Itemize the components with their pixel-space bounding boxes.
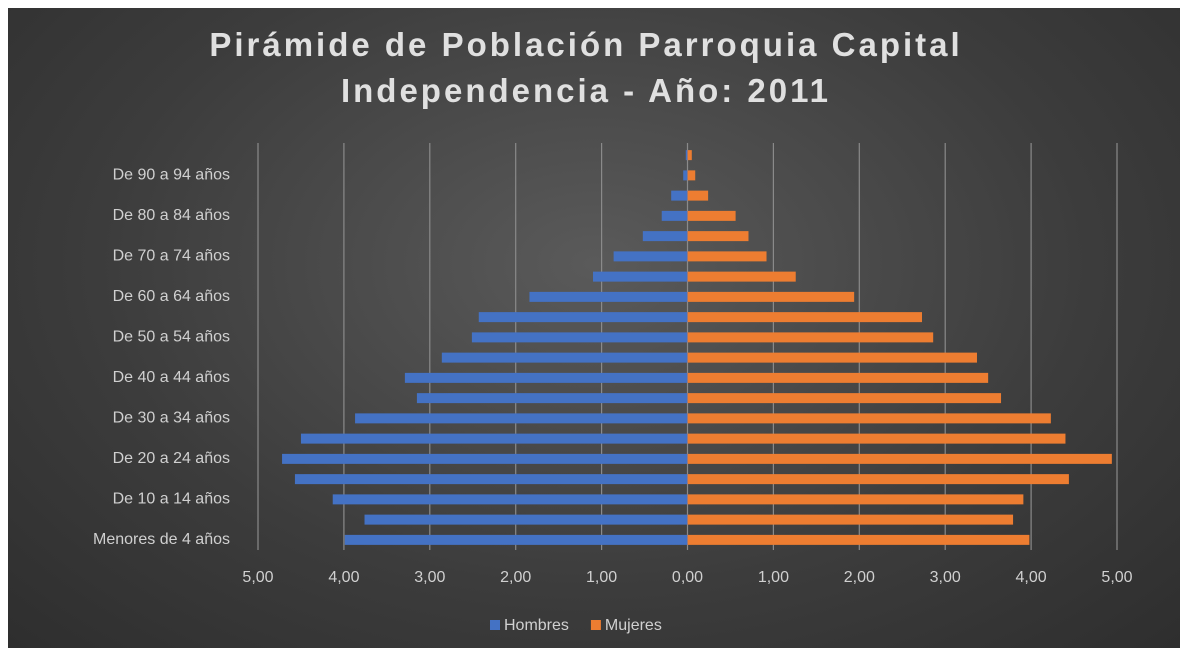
x-tick-label: 3,00 bbox=[930, 569, 961, 586]
x-tick-label: 1,00 bbox=[586, 569, 617, 586]
y-tick-label: De 90 a 94 años bbox=[113, 167, 230, 184]
bar bbox=[593, 271, 688, 282]
legend-swatch bbox=[590, 620, 601, 630]
bar bbox=[687, 393, 1002, 404]
legend-swatch bbox=[490, 620, 500, 630]
x-tick-label: 2,00 bbox=[844, 569, 875, 586]
bar bbox=[671, 190, 688, 201]
bar bbox=[332, 494, 688, 505]
bar bbox=[364, 514, 688, 525]
x-tick-label: 3,00 bbox=[414, 569, 445, 586]
bar bbox=[441, 352, 688, 363]
x-tick-label: 0,00 bbox=[672, 569, 703, 586]
y-tick-label: De 50 a 54 años bbox=[113, 329, 230, 346]
x-tick-label: 4,00 bbox=[1016, 569, 1047, 586]
bar bbox=[687, 251, 767, 262]
x-tick-label: 1,00 bbox=[758, 569, 789, 586]
bar bbox=[687, 514, 1014, 525]
bar bbox=[404, 372, 688, 383]
bar bbox=[294, 474, 688, 485]
x-tick-label: 4,00 bbox=[328, 569, 359, 586]
legend-label: Hombres bbox=[504, 617, 569, 634]
y-tick-label: De 70 a 74 años bbox=[113, 248, 230, 265]
bar bbox=[642, 231, 688, 242]
y-tick-label: De 40 a 44 años bbox=[113, 369, 230, 386]
bar bbox=[687, 413, 1051, 424]
y-tick-label: De 80 a 84 años bbox=[113, 207, 230, 224]
bar bbox=[478, 312, 688, 323]
bar bbox=[344, 534, 688, 545]
x-tick-label: 5,00 bbox=[242, 569, 273, 586]
bar bbox=[685, 150, 688, 161]
bar bbox=[613, 251, 688, 262]
bar bbox=[687, 231, 749, 242]
bar bbox=[355, 413, 688, 424]
bar bbox=[687, 210, 736, 221]
bar bbox=[661, 210, 688, 221]
bar bbox=[687, 453, 1112, 464]
bar bbox=[687, 352, 977, 363]
bar bbox=[687, 534, 1030, 545]
bar bbox=[687, 291, 855, 302]
bar bbox=[687, 433, 1066, 444]
chart-title: Pirámide de Población Parroquia Capital … bbox=[209, 26, 963, 109]
bar bbox=[687, 494, 1024, 505]
bar bbox=[687, 372, 989, 383]
bar bbox=[687, 150, 692, 161]
bar bbox=[687, 170, 696, 181]
bar bbox=[687, 332, 934, 343]
bar bbox=[282, 453, 688, 464]
legend-label: Mujeres bbox=[605, 617, 662, 634]
x-tick-label: 2,00 bbox=[500, 569, 531, 586]
y-tick-label: Menores de 4 años bbox=[93, 531, 230, 548]
bar bbox=[416, 393, 688, 404]
bar bbox=[683, 170, 688, 181]
bar bbox=[471, 332, 688, 343]
bar bbox=[300, 433, 688, 444]
bar bbox=[687, 190, 709, 201]
bar bbox=[687, 271, 796, 282]
y-tick-label: De 60 a 64 años bbox=[113, 288, 230, 305]
y-tick-label: De 20 a 24 años bbox=[113, 450, 230, 467]
bar bbox=[529, 291, 688, 302]
y-tick-label: De 10 a 14 años bbox=[113, 491, 230, 508]
y-tick-label: De 30 a 34 años bbox=[113, 410, 230, 427]
x-tick-label: 5,00 bbox=[1101, 569, 1132, 586]
bar bbox=[687, 312, 923, 323]
bar bbox=[687, 474, 1069, 485]
